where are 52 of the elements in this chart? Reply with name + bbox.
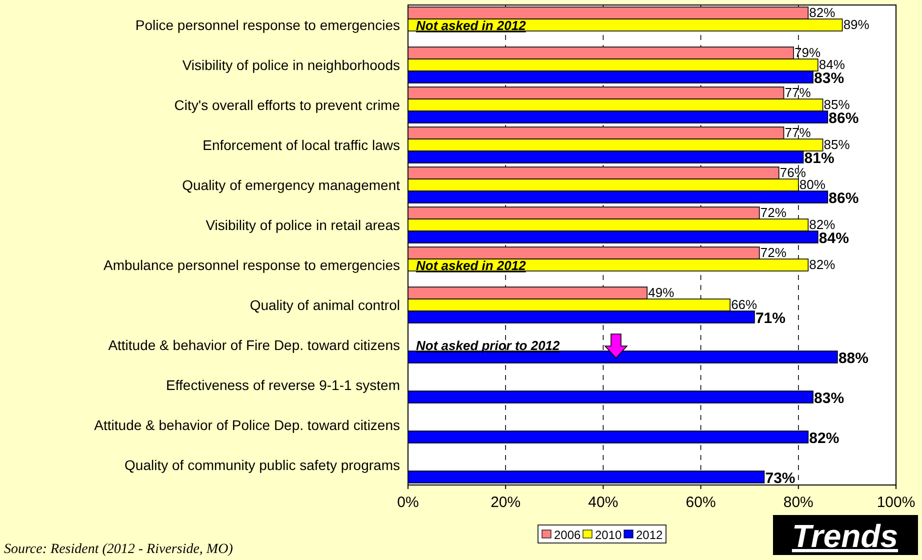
data-label: 81% xyxy=(804,150,834,167)
data-label: 84% xyxy=(818,57,846,72)
y-tick-label: Visibility of police in retail areas xyxy=(206,217,400,233)
data-label: 76% xyxy=(780,165,806,180)
legend-label: 2006 xyxy=(554,528,582,542)
y-tick-label: Enforcement of local traffic laws xyxy=(202,137,400,153)
data-label: 80% xyxy=(799,177,826,192)
y-tick-label: Ambulance personnel response to emergencies xyxy=(103,257,400,273)
y-tick-label: Quality of community public safety programs xyxy=(124,457,400,473)
y-tick-label: Quality of animal control xyxy=(250,297,400,313)
y-tick-label: Quality of emergency management xyxy=(182,177,400,193)
y-tick-label: City's overall efforts to prevent crime xyxy=(174,97,400,113)
source-note: Source: Resident (2012 - Riverside, MO) xyxy=(4,542,234,557)
text: Trends xyxy=(792,518,898,554)
x-tick-label: 40% xyxy=(588,494,618,511)
data-label: 66% xyxy=(731,297,758,312)
data-label: 49% xyxy=(648,285,675,300)
data-label: 77% xyxy=(784,85,812,100)
data-label: 85% xyxy=(824,97,850,112)
y-tick-label: Attitude & behavior of Fire Dep. toward citizens xyxy=(108,337,400,353)
data-label: 89% xyxy=(843,17,870,32)
data-label: 72% xyxy=(760,245,787,260)
annotation: Not asked in 2012 xyxy=(416,258,527,273)
data-label: 83% xyxy=(814,390,844,407)
y-tick-label: Attitude & behavior of Police Dep. toward citizens xyxy=(94,417,400,433)
x-tick-label: 60% xyxy=(686,494,716,511)
x-tick-label: 80% xyxy=(783,494,814,511)
x-tick-label: 0% xyxy=(397,494,419,511)
data-label: 72% xyxy=(760,205,787,220)
data-label: 82% xyxy=(809,430,840,447)
data-label: 83% xyxy=(814,70,844,87)
annotation: Not asked in 2012 xyxy=(416,18,527,33)
x-tick-label: 20% xyxy=(490,494,521,511)
data-label: 86% xyxy=(828,110,859,127)
legend-label: 2012 xyxy=(636,528,664,542)
data-label: 88% xyxy=(838,350,868,367)
data-label: 79% xyxy=(794,45,821,60)
data-label: 73% xyxy=(765,470,796,487)
data-label: 82% xyxy=(809,257,836,272)
data-label: 77% xyxy=(784,125,812,140)
data-label: 82% xyxy=(809,5,836,20)
y-tick-label: Effectiveness of reverse 9-1-1 system xyxy=(166,377,400,393)
data-label: 71% xyxy=(755,310,786,327)
annotation: Not asked prior to 2012 xyxy=(416,338,561,353)
y-tick-label: Visibility of police in neighborhoods xyxy=(182,57,400,73)
data-label: 86% xyxy=(828,190,859,207)
data-label: 85% xyxy=(824,137,850,152)
x-tick-label: 100% xyxy=(876,494,916,511)
y-tick-label: Police personnel response to emergencies xyxy=(135,17,400,33)
data-label: 82% xyxy=(809,217,836,232)
legend-label: 2010 xyxy=(595,528,622,542)
data-label: 84% xyxy=(818,230,849,247)
